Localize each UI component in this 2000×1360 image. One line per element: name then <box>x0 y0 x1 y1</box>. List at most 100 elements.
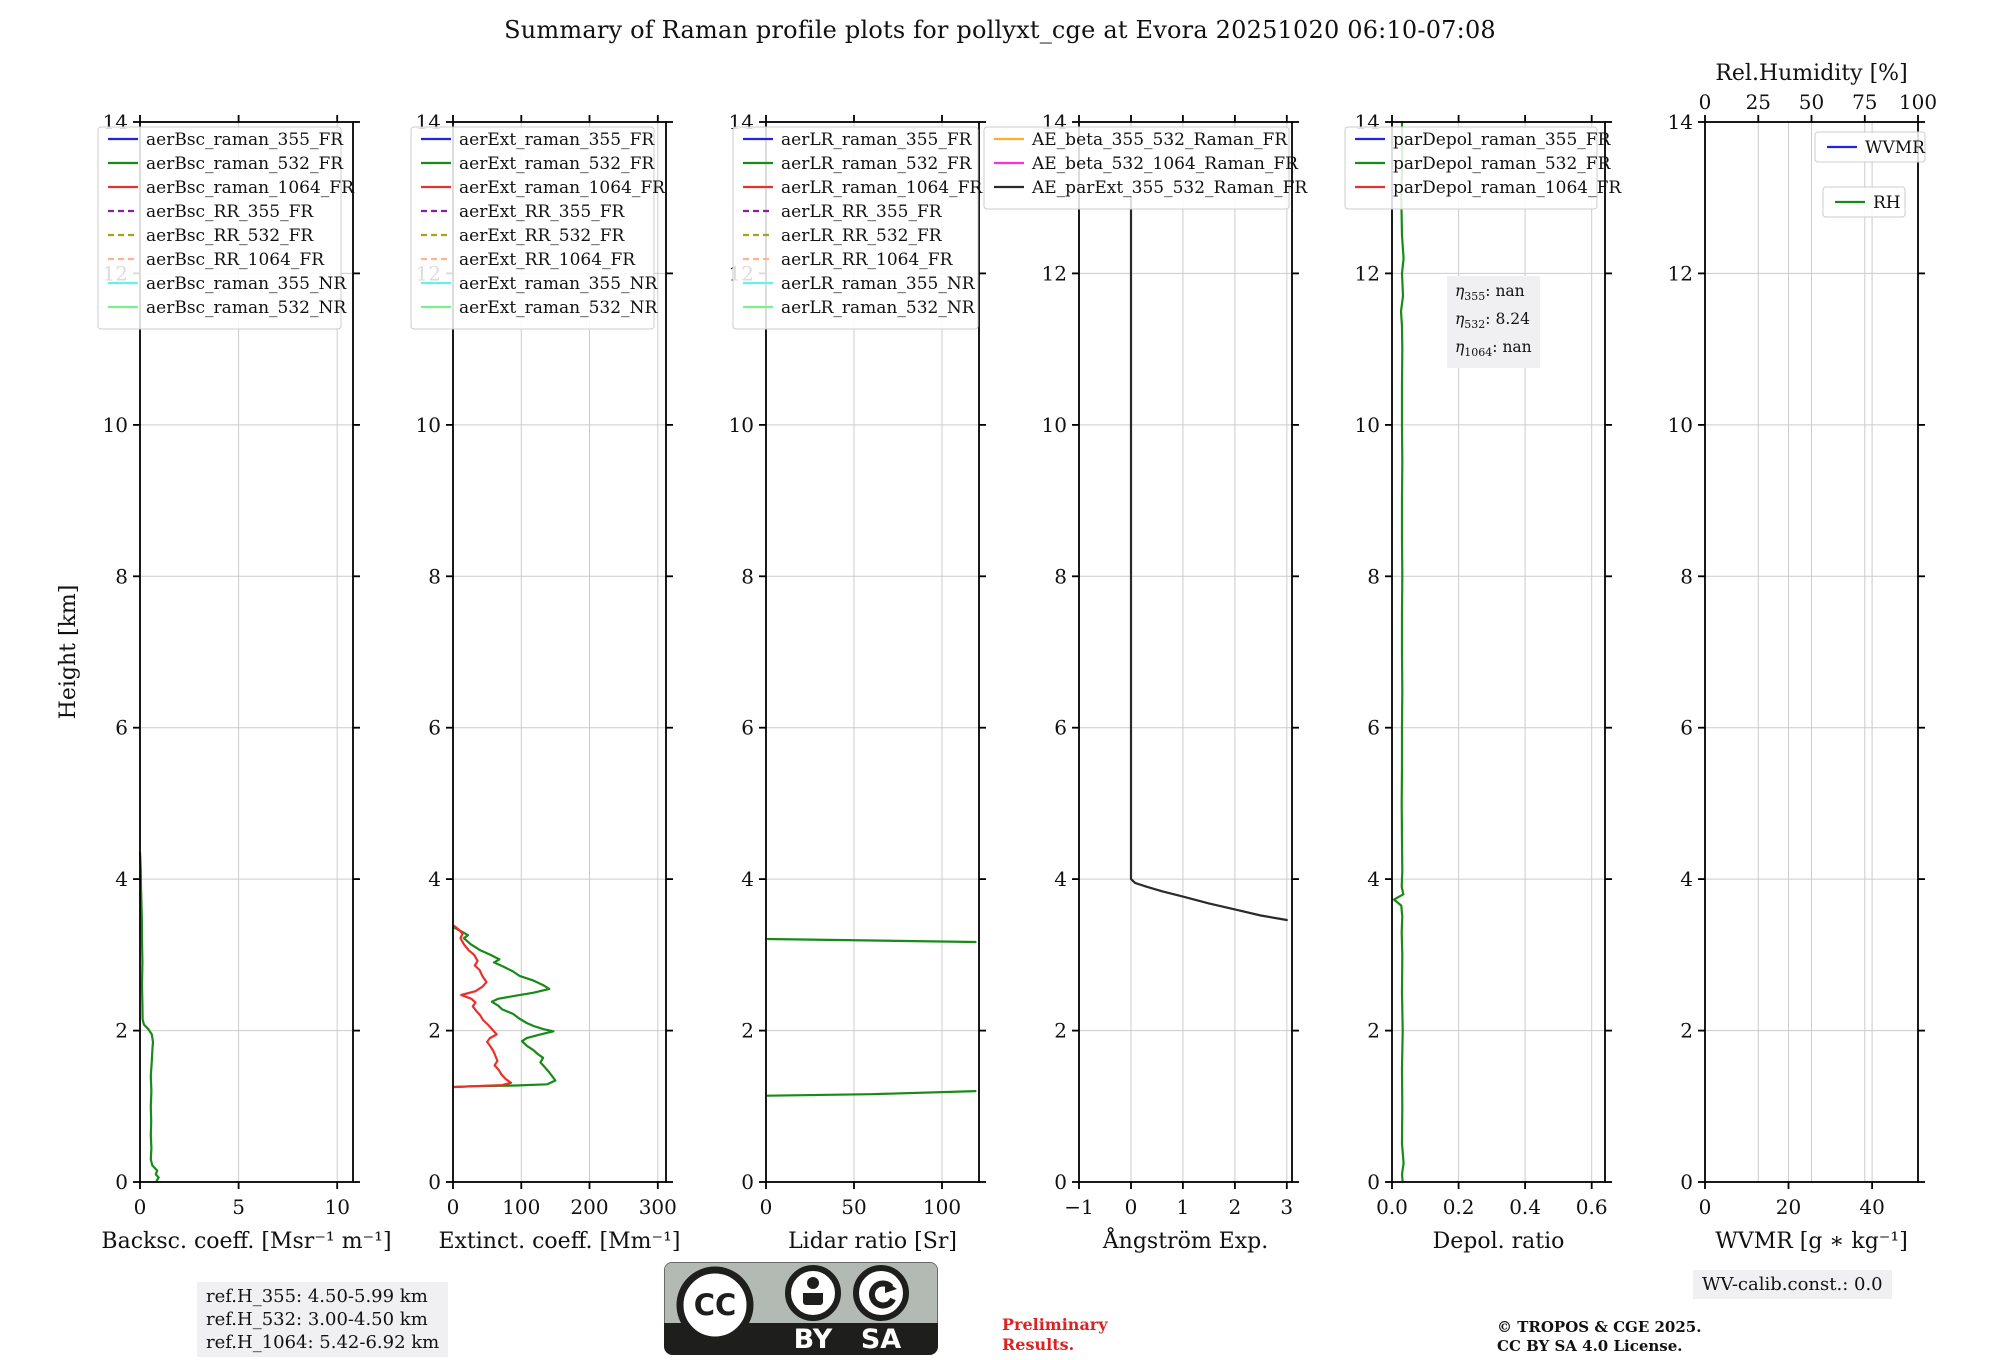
legend-box <box>1344 126 1598 210</box>
legend-box <box>97 126 342 330</box>
ref-h-355: ref.H_355: 4.50-5.99 km <box>206 1286 428 1307</box>
y-tick-label: 0 <box>1367 1170 1380 1194</box>
x-axis-label: Lidar ratio [Sr] <box>788 1229 957 1254</box>
y-axis-label: Height [km] <box>56 585 81 720</box>
y-tick-label: 4 <box>1680 867 1693 891</box>
legend-entry-label: aerExt_raman_532_FR <box>459 154 655 174</box>
x-tick-label: 0.0 <box>1376 1195 1408 1219</box>
legend-entry-label: aerBsc_RR_1064_FR <box>146 250 325 270</box>
legend-entry-label: aerBsc_raman_532_FR <box>146 154 344 174</box>
y-tick-label: 0 <box>428 1170 441 1194</box>
top-axis-tick-label: 50 <box>1799 90 1824 114</box>
x-tick-label: 200 <box>570 1195 608 1219</box>
x-tick-label: 2 <box>1229 1195 1242 1219</box>
share-alike-circle <box>853 1265 909 1321</box>
wv-calib-note: WV-calib.const.: 0.0 <box>1693 1270 1892 1299</box>
y-tick-label: 4 <box>1367 867 1380 891</box>
legend-entry-label: aerExt_RR_1064_FR <box>459 250 636 270</box>
eta-1064-row: η1064: nan <box>1455 338 1532 360</box>
y-tick-label: 10 <box>1668 413 1693 437</box>
x-tick-label: −1 <box>1064 1195 1093 1219</box>
x-tick-label: 100 <box>923 1195 961 1219</box>
legend-entry-label: aerLR_raman_1064_FR <box>781 178 983 198</box>
series-parDepol_raman_532_FR <box>1392 120 1405 1184</box>
ref-h-1064: ref.H_1064: 5.42-6.92 km <box>206 1332 440 1353</box>
y-tick-label: 6 <box>1054 716 1067 740</box>
y-tick-label: 2 <box>115 1019 128 1043</box>
y-tick-label: 8 <box>1680 564 1693 588</box>
y-tick-label: 12 <box>1042 261 1067 285</box>
y-tick-label: 2 <box>428 1019 441 1043</box>
x-tick-label: 10 <box>324 1195 349 1219</box>
x-tick-label: 0 <box>1125 1195 1138 1219</box>
y-tick-label: 4 <box>1054 867 1067 891</box>
reference-heights-box: ref.H_355: 4.50-5.99 km ref.H_532: 3.00-… <box>197 1282 449 1357</box>
legend-box <box>983 126 1290 210</box>
x-tick-label: 3 <box>1280 1195 1293 1219</box>
legend-entry-label: parDepol_raman_532_FR <box>1393 154 1612 174</box>
series-AE_parExt_355_532_Raman_FR <box>1129 196 1288 922</box>
y-tick-label: 2 <box>1680 1019 1693 1043</box>
axes-frame <box>1078 121 1293 1183</box>
person-body-icon <box>803 1293 823 1305</box>
copyright-note: © TROPOS & CGE 2025. CC BY SA 4.0 Licens… <box>1497 1318 1702 1355</box>
x-tick-label: 50 <box>841 1195 866 1219</box>
y-tick-label: 10 <box>1355 413 1380 437</box>
legend-entry-label: aerBsc_RR_355_FR <box>146 202 314 222</box>
top-axis-tick-label: 25 <box>1746 90 1771 114</box>
legend-entry-label: aerExt_raman_355_FR <box>459 130 655 150</box>
x-tick-label: 0.2 <box>1443 1195 1475 1219</box>
y-tick-label: 4 <box>115 867 128 891</box>
legend-entry-label: aerLR_RR_355_FR <box>781 202 943 222</box>
eta-annotation: η355: nan η532: 8.24 η1064: nan <box>1447 276 1540 369</box>
x-tick-label: 20 <box>1776 1195 1801 1219</box>
axes-frame <box>1391 121 1606 1183</box>
x-tick-label: 0 <box>447 1195 460 1219</box>
y-tick-label: 8 <box>741 564 754 588</box>
y-tick-label: 0 <box>1054 1170 1067 1194</box>
y-tick-label: 10 <box>103 413 128 437</box>
eta-355-row: η355: nan <box>1455 282 1525 304</box>
legend-entry-label: AE_beta_532_1064_Raman_FR <box>1031 154 1299 174</box>
y-tick-label: 14 <box>1668 110 1693 134</box>
ref-h-532: ref.H_532: 3.00-4.50 km <box>206 1309 428 1330</box>
x-tick-label: 0 <box>1699 1195 1712 1219</box>
x-tick-label: 0.6 <box>1576 1195 1608 1219</box>
top-axis-tick-label: 75 <box>1852 90 1877 114</box>
legend-entry-label: aerBsc_raman_355_FR <box>146 130 344 150</box>
y-tick-label: 0 <box>115 1170 128 1194</box>
x-axis-label: Depol. ratio <box>1433 1229 1565 1254</box>
legend-entry-label: aerExt_RR_355_FR <box>459 202 625 222</box>
legend-box <box>732 126 979 330</box>
sa-arrow-icon <box>868 1280 896 1309</box>
plot-1: 051002468101214Backsc. coeff. [Msr⁻¹ m⁻¹… <box>56 110 392 1254</box>
figure-title: Summary of Raman profile plots for polly… <box>504 16 1496 44</box>
legend-entry-label: aerLR_raman_532_FR <box>781 154 973 174</box>
by-label: BY <box>794 1324 833 1355</box>
plot-3: 05010002468101214Lidar ratio [Sr]aerLR_r… <box>729 110 986 1254</box>
y-tick-label: 8 <box>428 564 441 588</box>
sa-label: SA <box>861 1324 901 1355</box>
legend-entry-label: aerLR_raman_532_NR <box>781 298 976 318</box>
series-aerLR_raman_532_FR_upper <box>766 937 977 944</box>
y-tick-label: 8 <box>115 564 128 588</box>
y-tick-label: 2 <box>1054 1019 1067 1043</box>
legend-entry-label: aerBsc_raman_355_NR <box>146 274 347 294</box>
legend-entry-label: aerBsc_raman_532_NR <box>146 298 347 318</box>
legend-box <box>410 126 655 330</box>
x-axis-label: Ångström Exp. <box>1102 1226 1268 1254</box>
x-axis-label: Extinct. coeff. [Mm⁻¹] <box>438 1229 680 1254</box>
legend-entry-label: AE_parExt_355_532_Raman_FR <box>1031 178 1308 198</box>
y-tick-label: 0 <box>1680 1170 1693 1194</box>
legend-entry-label: aerLR_raman_355_FR <box>781 130 973 150</box>
axes-frame <box>765 121 980 1183</box>
y-tick-label: 0 <box>741 1170 754 1194</box>
legend-entry-label: aerExt_raman_532_NR <box>459 298 658 318</box>
legend-entry-label: RH <box>1873 193 1901 213</box>
y-tick-label: 4 <box>428 867 441 891</box>
x-tick-label: 0 <box>760 1195 773 1219</box>
top-axis-tick-label: 0 <box>1699 90 1712 114</box>
series-aerLR_raman_532_FR_lower <box>766 1089 977 1097</box>
